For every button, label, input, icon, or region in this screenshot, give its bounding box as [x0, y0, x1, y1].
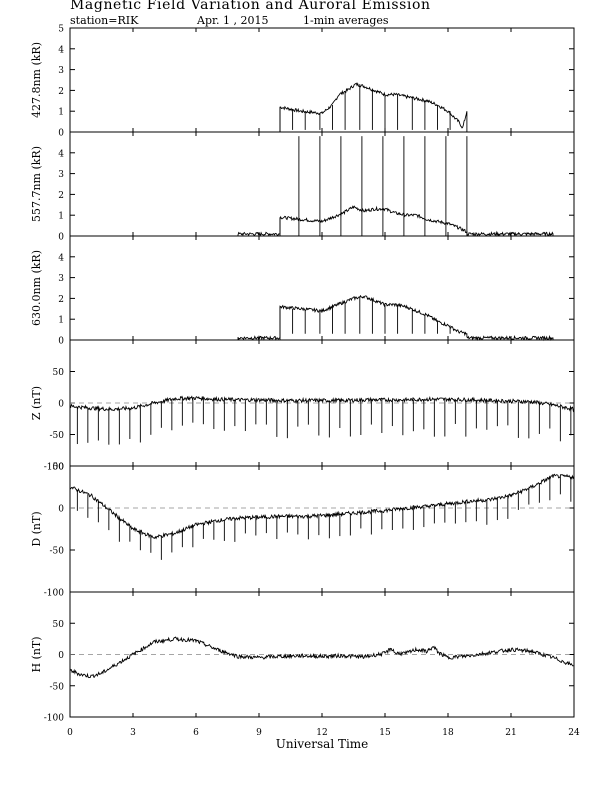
y-tick-label: 2 [58, 295, 64, 305]
y-tick-label: 0 [58, 651, 64, 661]
y-tick-label: 0 [58, 505, 64, 515]
y-tick-label: 0 [58, 233, 64, 243]
y-tick-label: 0 [58, 400, 64, 410]
y-tick-label: -100 [44, 463, 64, 473]
y-tick-label: 1 [58, 108, 64, 118]
panel-frame [69, 131, 575, 237]
y-axis-label: H (nT) [30, 636, 43, 672]
y-tick-label: 50 [53, 463, 65, 473]
x-tick-label: 12 [316, 728, 327, 738]
y-axis-label: Z (nT) [30, 386, 43, 420]
series-line [70, 82, 574, 133]
panel-frame [69, 465, 575, 593]
x-tick-label: 9 [256, 728, 262, 738]
series-line [69, 395, 575, 413]
y-tick-label: -50 [50, 431, 65, 441]
y-tick-label: 3 [58, 170, 64, 180]
y-tick-label: 1 [58, 212, 64, 222]
x-axis-label: Universal Time [276, 737, 369, 751]
station-label: station=RIK [70, 14, 139, 27]
panel-frame [69, 235, 575, 341]
series-line [70, 205, 574, 238]
x-tick-label: 15 [379, 728, 391, 738]
y-tick-label: -100 [44, 589, 64, 599]
panel-frame [69, 27, 575, 133]
series-line [69, 636, 574, 679]
y-tick-label: 4 [58, 253, 64, 263]
series-line [69, 473, 575, 540]
y-axis-label: 557.7nm (kR) [30, 146, 43, 222]
x-tick-label: 18 [442, 728, 454, 738]
y-tick-label: 3 [58, 66, 64, 76]
y-axis-label: 427.8nm (kR) [30, 42, 43, 118]
x-tick-label: 3 [130, 728, 136, 738]
x-tick-label: 6 [193, 728, 199, 738]
x-tick-label: 24 [568, 728, 580, 738]
y-tick-label: 0 [58, 129, 64, 139]
x-tick-label: 0 [67, 728, 73, 738]
y-tick-label: -50 [50, 682, 65, 692]
y-tick-label: 50 [53, 620, 65, 630]
y-tick-label: 4 [58, 45, 64, 55]
y-tick-label: 1 [58, 316, 64, 326]
y-tick-label: 2 [58, 191, 64, 201]
x-tick-label: 21 [505, 728, 516, 738]
y-tick-label: 5 [58, 25, 64, 35]
y-tick-label: 50 [53, 368, 65, 378]
averaging-label: 1-min averages [303, 14, 389, 27]
y-axis-label: 630.0nm (kR) [30, 250, 43, 326]
y-tick-label: -50 [50, 547, 65, 557]
series-line [70, 294, 574, 342]
y-tick-label: 0 [58, 337, 64, 347]
y-tick-label: 3 [58, 274, 64, 284]
y-tick-label: -100 [44, 714, 64, 724]
y-tick-label: 4 [58, 149, 64, 159]
chart-title: Magnetic Field Variation and Auroral Emi… [70, 0, 431, 13]
date-label: Apr. 1 , 2015 [197, 14, 269, 27]
y-axis-label: D (nT) [30, 511, 43, 546]
y-tick-label: 2 [58, 87, 64, 97]
